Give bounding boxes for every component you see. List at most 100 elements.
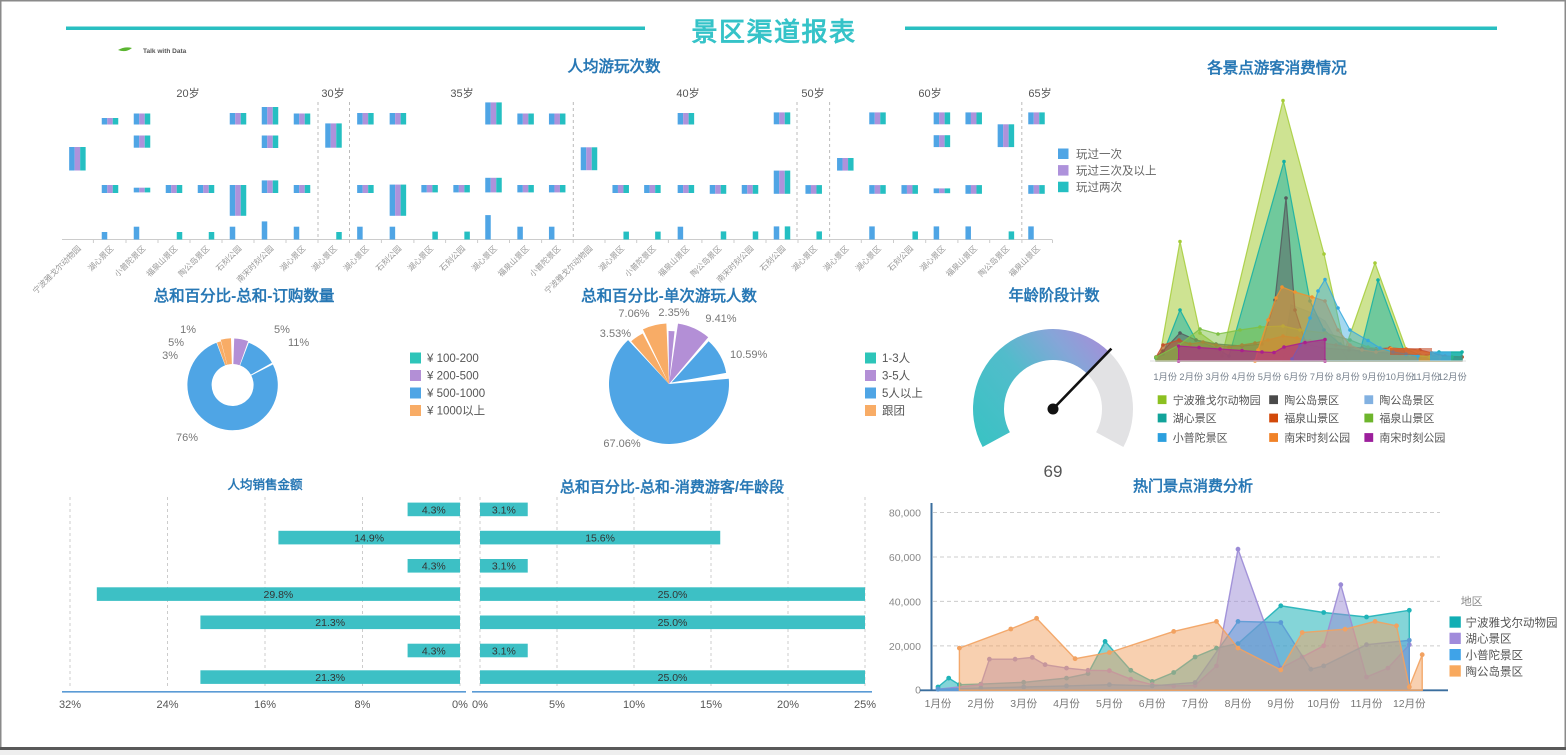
svg-text:50岁: 50岁 xyxy=(801,86,824,100)
svg-text:3月份: 3月份 xyxy=(1206,371,1230,382)
svg-text:1%: 1% xyxy=(180,324,196,336)
svg-text:25.0%: 25.0% xyxy=(658,672,688,684)
svg-text:湖心景区: 湖心景区 xyxy=(1173,412,1217,425)
svg-text:宁波雅戈尔动物园: 宁波雅戈尔动物园 xyxy=(1466,615,1558,629)
svg-text:3.1%: 3.1% xyxy=(492,504,516,516)
svg-text:35岁: 35岁 xyxy=(450,86,473,100)
svg-text:21.3%: 21.3% xyxy=(315,672,345,684)
svg-text:10%: 10% xyxy=(623,699,645,711)
svg-text:1月份: 1月份 xyxy=(925,698,952,710)
svg-text:¥ 1000以上: ¥ 1000以上 xyxy=(426,405,485,418)
svg-text:5人以上: 5人以上 xyxy=(882,387,923,400)
svg-text:热门景点消费分析: 热门景点消费分析 xyxy=(1133,477,1253,495)
svg-text:14.9%: 14.9% xyxy=(354,533,384,545)
svg-text:南宋时刻公园: 南宋时刻公园 xyxy=(1379,431,1445,445)
svg-text:8月份: 8月份 xyxy=(1336,371,1360,382)
svg-text:1月份: 1月份 xyxy=(1153,371,1177,382)
svg-text:小普陀景区: 小普陀景区 xyxy=(1173,431,1228,445)
svg-text:4月份: 4月份 xyxy=(1053,698,1080,710)
svg-text:陶公岛景区: 陶公岛景区 xyxy=(1379,393,1434,407)
svg-text:16%: 16% xyxy=(254,699,276,711)
svg-text:12月份: 12月份 xyxy=(1393,698,1426,710)
svg-text:宁波雅戈尔动物园: 宁波雅戈尔动物园 xyxy=(1173,393,1261,407)
svg-text:7月份: 7月份 xyxy=(1182,698,1209,710)
svg-text:总和百分比-单次游玩人数: 总和百分比-单次游玩人数 xyxy=(581,286,757,305)
svg-text:40岁: 40岁 xyxy=(676,86,699,100)
svg-text:跟团: 跟团 xyxy=(882,405,905,418)
svg-text:7月份: 7月份 xyxy=(1310,371,1334,382)
svg-text:60,000: 60,000 xyxy=(889,552,921,564)
svg-text:5月份: 5月份 xyxy=(1096,698,1123,710)
svg-text:¥ 500-1000: ¥ 500-1000 xyxy=(426,388,485,400)
svg-text:陶公岛景区: 陶公岛景区 xyxy=(1284,393,1339,407)
svg-text:20%: 20% xyxy=(777,699,799,711)
svg-text:小普陀景区: 小普陀景区 xyxy=(1466,648,1524,662)
svg-text:8%: 8% xyxy=(355,699,371,711)
svg-text:3.53%: 3.53% xyxy=(600,328,631,340)
svg-text:4.3%: 4.3% xyxy=(422,645,446,657)
svg-text:32%: 32% xyxy=(59,699,81,711)
svg-text:60岁: 60岁 xyxy=(918,86,941,100)
svg-text:5月份: 5月份 xyxy=(1258,371,1282,382)
svg-text:南宋时刻公园: 南宋时刻公园 xyxy=(1284,431,1350,445)
svg-text:25%: 25% xyxy=(854,699,876,711)
svg-text:40,000: 40,000 xyxy=(889,596,921,608)
svg-text:11月份: 11月份 xyxy=(1351,698,1383,710)
svg-text:20,000: 20,000 xyxy=(889,641,921,653)
svg-text:10月份: 10月份 xyxy=(1386,371,1416,382)
svg-text:玩过一次: 玩过一次 xyxy=(1076,147,1122,161)
svg-text:20岁: 20岁 xyxy=(176,86,199,100)
svg-text:69: 69 xyxy=(1044,462,1063,481)
svg-text:3月份: 3月份 xyxy=(1010,698,1037,710)
svg-text:6月份: 6月份 xyxy=(1139,698,1166,710)
svg-text:9.41%: 9.41% xyxy=(705,313,736,325)
svg-text:玩过三次及以上: 玩过三次及以上 xyxy=(1076,163,1157,177)
svg-text:9月份: 9月份 xyxy=(1267,698,1294,710)
svg-text:4.3%: 4.3% xyxy=(422,561,446,573)
svg-text:80,000: 80,000 xyxy=(889,508,921,520)
svg-text:3.1%: 3.1% xyxy=(492,645,516,657)
svg-text:21.3%: 21.3% xyxy=(315,617,345,629)
svg-text:人均游玩次数: 人均游玩次数 xyxy=(567,57,661,76)
svg-text:30岁: 30岁 xyxy=(321,86,344,100)
svg-text:8月份: 8月份 xyxy=(1225,698,1252,710)
svg-text:年龄阶段计数: 年龄阶段计数 xyxy=(1008,287,1100,305)
svg-text:76%: 76% xyxy=(176,432,198,444)
svg-text:¥ 200-500: ¥ 200-500 xyxy=(426,371,479,383)
svg-text:0%: 0% xyxy=(452,699,468,711)
svg-text:湖心景区: 湖心景区 xyxy=(1466,632,1512,646)
svg-text:65岁: 65岁 xyxy=(1028,86,1051,100)
svg-text:景区渠道报表: 景区渠道报表 xyxy=(691,17,856,47)
svg-text:2.35%: 2.35% xyxy=(658,307,689,319)
svg-text:12月份: 12月份 xyxy=(1438,371,1468,382)
svg-text:2月份: 2月份 xyxy=(1179,371,1203,382)
svg-text:25.0%: 25.0% xyxy=(658,589,688,601)
svg-text:人均销售金额: 人均销售金额 xyxy=(227,477,303,492)
svg-text:3-5人: 3-5人 xyxy=(882,370,911,383)
svg-text:3%: 3% xyxy=(162,350,178,362)
svg-text:¥ 100-200: ¥ 100-200 xyxy=(426,353,479,365)
svg-text:11%: 11% xyxy=(288,337,309,349)
svg-text:0%: 0% xyxy=(472,699,488,711)
svg-text:6月份: 6月份 xyxy=(1284,371,1308,382)
svg-text:0: 0 xyxy=(915,684,921,696)
svg-text:玩过两次: 玩过两次 xyxy=(1076,180,1122,194)
svg-text:5%: 5% xyxy=(168,337,184,349)
svg-text:24%: 24% xyxy=(156,699,178,711)
svg-text:10月份: 10月份 xyxy=(1307,698,1340,710)
svg-text:10.59%: 10.59% xyxy=(730,349,768,361)
svg-text:陶公岛景区: 陶公岛景区 xyxy=(1466,664,1524,678)
svg-text:地区: 地区 xyxy=(1461,595,1483,608)
svg-text:4.3%: 4.3% xyxy=(422,504,446,516)
svg-text:5%: 5% xyxy=(549,699,565,711)
svg-text:1-3人: 1-3人 xyxy=(882,352,911,365)
svg-text:3.1%: 3.1% xyxy=(492,561,516,573)
svg-text:25.0%: 25.0% xyxy=(658,617,688,629)
svg-text:福泉山景区: 福泉山景区 xyxy=(1379,411,1434,425)
svg-text:2月份: 2月份 xyxy=(967,698,994,710)
svg-text:15%: 15% xyxy=(700,699,722,711)
svg-text:29.8%: 29.8% xyxy=(264,589,294,601)
svg-text:各景点游客消费情况: 各景点游客消费情况 xyxy=(1206,58,1347,77)
svg-text:11月份: 11月份 xyxy=(1412,371,1441,382)
svg-text:5%: 5% xyxy=(274,324,290,336)
